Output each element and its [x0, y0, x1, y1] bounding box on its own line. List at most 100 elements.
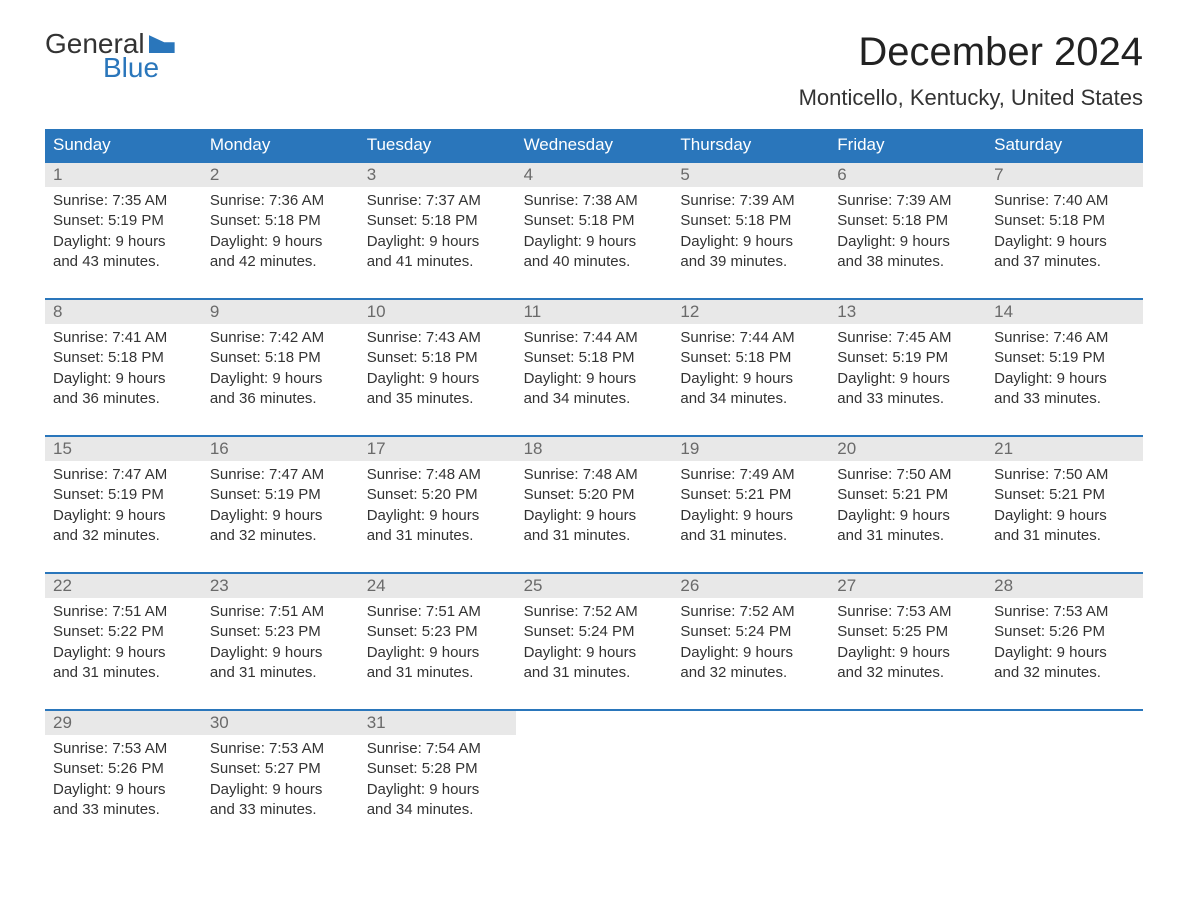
- sunset-line: Sunset: 5:19 PM: [994, 348, 1135, 368]
- daylight-line: Daylight: 9 hours and 39 minutes.: [680, 232, 821, 273]
- sunset-line: Sunset: 5:18 PM: [680, 348, 821, 368]
- day-number: 13: [829, 300, 986, 324]
- weekday-header-cell: Thursday: [672, 129, 829, 161]
- daylight-line: Daylight: 9 hours and 32 minutes.: [53, 506, 194, 547]
- day-cell: Sunrise: 7:44 AMSunset: 5:18 PMDaylight:…: [672, 324, 829, 417]
- day-number-row: 22232425262728: [45, 574, 1143, 598]
- daylight-line: Daylight: 9 hours and 32 minutes.: [210, 506, 351, 547]
- sunset-line: Sunset: 5:18 PM: [524, 211, 665, 231]
- day-cell: Sunrise: 7:52 AMSunset: 5:24 PMDaylight:…: [672, 598, 829, 691]
- daylight-line: Daylight: 9 hours and 34 minutes.: [367, 780, 508, 821]
- logo-text-bottom: Blue: [103, 54, 175, 82]
- sunset-line: Sunset: 5:18 PM: [367, 211, 508, 231]
- day-cell: Sunrise: 7:39 AMSunset: 5:18 PMDaylight:…: [829, 187, 986, 280]
- daylight-line: Daylight: 9 hours and 38 minutes.: [837, 232, 978, 273]
- weekday-header-cell: Friday: [829, 129, 986, 161]
- day-cell: Sunrise: 7:49 AMSunset: 5:21 PMDaylight:…: [672, 461, 829, 554]
- day-cell: Sunrise: 7:51 AMSunset: 5:23 PMDaylight:…: [359, 598, 516, 691]
- day-number: 14: [986, 300, 1143, 324]
- daylight-line: Daylight: 9 hours and 41 minutes.: [367, 232, 508, 273]
- sunset-line: Sunset: 5:28 PM: [367, 759, 508, 779]
- day-number: 15: [45, 437, 202, 461]
- day-number: 5: [672, 163, 829, 187]
- sunrise-line: Sunrise: 7:50 AM: [837, 465, 978, 485]
- day-number: [986, 711, 1143, 735]
- week-row: 293031Sunrise: 7:53 AMSunset: 5:26 PMDay…: [45, 709, 1143, 828]
- daylight-line: Daylight: 9 hours and 31 minutes.: [837, 506, 978, 547]
- sunset-line: Sunset: 5:18 PM: [53, 348, 194, 368]
- sunset-line: Sunset: 5:19 PM: [837, 348, 978, 368]
- sunrise-line: Sunrise: 7:53 AM: [994, 602, 1135, 622]
- day-cell: [516, 735, 673, 828]
- daylight-line: Daylight: 9 hours and 32 minutes.: [994, 643, 1135, 684]
- weekday-header-cell: Saturday: [986, 129, 1143, 161]
- daylight-line: Daylight: 9 hours and 43 minutes.: [53, 232, 194, 273]
- day-number: 27: [829, 574, 986, 598]
- sunrise-line: Sunrise: 7:53 AM: [210, 739, 351, 759]
- sunrise-line: Sunrise: 7:48 AM: [367, 465, 508, 485]
- daylight-line: Daylight: 9 hours and 40 minutes.: [524, 232, 665, 273]
- day-body-row: Sunrise: 7:53 AMSunset: 5:26 PMDaylight:…: [45, 735, 1143, 828]
- day-body-row: Sunrise: 7:41 AMSunset: 5:18 PMDaylight:…: [45, 324, 1143, 417]
- sunset-line: Sunset: 5:26 PM: [994, 622, 1135, 642]
- daylight-line: Daylight: 9 hours and 31 minutes.: [524, 643, 665, 684]
- day-number: 6: [829, 163, 986, 187]
- day-number: 21: [986, 437, 1143, 461]
- sunset-line: Sunset: 5:24 PM: [680, 622, 821, 642]
- weekday-header-row: SundayMondayTuesdayWednesdayThursdayFrid…: [45, 129, 1143, 161]
- sunrise-line: Sunrise: 7:38 AM: [524, 191, 665, 211]
- day-cell: Sunrise: 7:50 AMSunset: 5:21 PMDaylight:…: [986, 461, 1143, 554]
- sunrise-line: Sunrise: 7:44 AM: [680, 328, 821, 348]
- day-number: 22: [45, 574, 202, 598]
- day-cell: Sunrise: 7:51 AMSunset: 5:22 PMDaylight:…: [45, 598, 202, 691]
- sunrise-line: Sunrise: 7:36 AM: [210, 191, 351, 211]
- day-number: 24: [359, 574, 516, 598]
- sunrise-line: Sunrise: 7:40 AM: [994, 191, 1135, 211]
- daylight-line: Daylight: 9 hours and 31 minutes.: [367, 643, 508, 684]
- daylight-line: Daylight: 9 hours and 31 minutes.: [994, 506, 1135, 547]
- day-cell: Sunrise: 7:53 AMSunset: 5:26 PMDaylight:…: [986, 598, 1143, 691]
- day-number: 16: [202, 437, 359, 461]
- weekday-header-cell: Sunday: [45, 129, 202, 161]
- day-cell: Sunrise: 7:54 AMSunset: 5:28 PMDaylight:…: [359, 735, 516, 828]
- sunset-line: Sunset: 5:18 PM: [837, 211, 978, 231]
- sunrise-line: Sunrise: 7:37 AM: [367, 191, 508, 211]
- day-number: 12: [672, 300, 829, 324]
- day-cell: Sunrise: 7:43 AMSunset: 5:18 PMDaylight:…: [359, 324, 516, 417]
- sunset-line: Sunset: 5:18 PM: [994, 211, 1135, 231]
- day-cell: Sunrise: 7:53 AMSunset: 5:26 PMDaylight:…: [45, 735, 202, 828]
- day-number: 20: [829, 437, 986, 461]
- day-number-row: 15161718192021: [45, 437, 1143, 461]
- sunset-line: Sunset: 5:19 PM: [210, 485, 351, 505]
- sunset-line: Sunset: 5:19 PM: [53, 485, 194, 505]
- day-number: 10: [359, 300, 516, 324]
- daylight-line: Daylight: 9 hours and 36 minutes.: [210, 369, 351, 410]
- day-cell: Sunrise: 7:38 AMSunset: 5:18 PMDaylight:…: [516, 187, 673, 280]
- day-cell: Sunrise: 7:36 AMSunset: 5:18 PMDaylight:…: [202, 187, 359, 280]
- day-number: [829, 711, 986, 735]
- sunset-line: Sunset: 5:20 PM: [524, 485, 665, 505]
- sunset-line: Sunset: 5:18 PM: [524, 348, 665, 368]
- sunrise-line: Sunrise: 7:45 AM: [837, 328, 978, 348]
- day-cell: Sunrise: 7:41 AMSunset: 5:18 PMDaylight:…: [45, 324, 202, 417]
- page-title: December 2024: [799, 30, 1143, 75]
- sunset-line: Sunset: 5:20 PM: [367, 485, 508, 505]
- day-cell: Sunrise: 7:47 AMSunset: 5:19 PMDaylight:…: [202, 461, 359, 554]
- sunrise-line: Sunrise: 7:47 AM: [210, 465, 351, 485]
- day-number: 23: [202, 574, 359, 598]
- day-number: [672, 711, 829, 735]
- logo-flag-icon: [149, 35, 175, 53]
- weekday-header-cell: Wednesday: [516, 129, 673, 161]
- day-cell: Sunrise: 7:48 AMSunset: 5:20 PMDaylight:…: [359, 461, 516, 554]
- sunrise-line: Sunrise: 7:47 AM: [53, 465, 194, 485]
- day-number-row: 293031: [45, 711, 1143, 735]
- day-cell: Sunrise: 7:50 AMSunset: 5:21 PMDaylight:…: [829, 461, 986, 554]
- weeks-container: 1234567Sunrise: 7:35 AMSunset: 5:19 PMDa…: [45, 161, 1143, 828]
- daylight-line: Daylight: 9 hours and 31 minutes.: [524, 506, 665, 547]
- sunrise-line: Sunrise: 7:43 AM: [367, 328, 508, 348]
- day-number: 2: [202, 163, 359, 187]
- day-cell: Sunrise: 7:52 AMSunset: 5:24 PMDaylight:…: [516, 598, 673, 691]
- day-body-row: Sunrise: 7:51 AMSunset: 5:22 PMDaylight:…: [45, 598, 1143, 691]
- day-cell: Sunrise: 7:40 AMSunset: 5:18 PMDaylight:…: [986, 187, 1143, 280]
- sunset-line: Sunset: 5:25 PM: [837, 622, 978, 642]
